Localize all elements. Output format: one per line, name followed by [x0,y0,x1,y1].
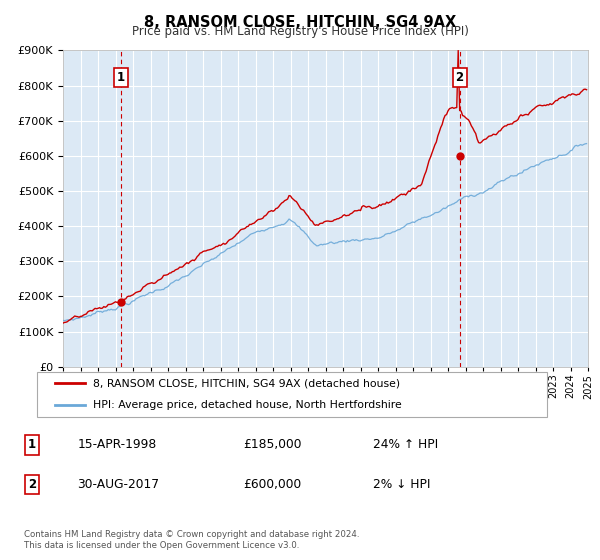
Text: 8, RANSOM CLOSE, HITCHIN, SG4 9AX: 8, RANSOM CLOSE, HITCHIN, SG4 9AX [144,15,456,30]
FancyBboxPatch shape [37,372,547,417]
Text: £600,000: £600,000 [244,478,302,491]
Text: 2: 2 [28,478,36,491]
Text: 2: 2 [455,71,464,84]
Text: £185,000: £185,000 [244,438,302,451]
Text: Contains HM Land Registry data © Crown copyright and database right 2024.: Contains HM Land Registry data © Crown c… [24,530,359,539]
Text: 8, RANSOM CLOSE, HITCHIN, SG4 9AX (detached house): 8, RANSOM CLOSE, HITCHIN, SG4 9AX (detac… [93,378,400,388]
Text: 2% ↓ HPI: 2% ↓ HPI [373,478,431,491]
Text: HPI: Average price, detached house, North Hertfordshire: HPI: Average price, detached house, Nort… [93,400,402,410]
Text: 1: 1 [116,71,125,84]
Text: 1: 1 [28,438,36,451]
Text: 24% ↑ HPI: 24% ↑ HPI [373,438,439,451]
Text: Price paid vs. HM Land Registry's House Price Index (HPI): Price paid vs. HM Land Registry's House … [131,25,469,38]
Text: This data is licensed under the Open Government Licence v3.0.: This data is licensed under the Open Gov… [24,541,299,550]
Text: 15-APR-1998: 15-APR-1998 [77,438,157,451]
Text: 30-AUG-2017: 30-AUG-2017 [77,478,159,491]
